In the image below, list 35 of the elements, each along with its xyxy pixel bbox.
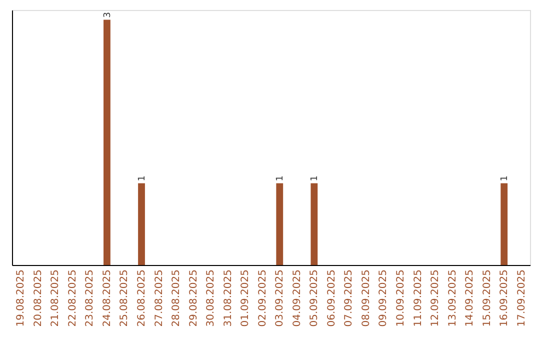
x-tick-label: 06.09.2025: [326, 270, 338, 327]
data-label: 3: [102, 12, 113, 18]
data-label: 1: [500, 176, 510, 182]
x-tick-label: 15.09.2025: [482, 270, 493, 327]
data-label: 1: [276, 176, 286, 182]
x-tick-label: 28.08.2025: [171, 270, 182, 327]
x-tick-label: 29.08.2025: [188, 270, 200, 327]
x-tick-label: 13.09.2025: [447, 270, 458, 327]
x-tick-label: 16.09.2025: [499, 270, 510, 327]
x-tick-label: 14.09.2025: [464, 270, 476, 327]
x-tick-label: 26.08.2025: [136, 270, 148, 327]
x-tick-label: 07.09.2025: [344, 270, 355, 327]
x-tick-label: 31.08.2025: [222, 270, 234, 327]
x-tick-label: 17.09.2025: [516, 270, 528, 327]
x-tick-label: 20.08.2025: [32, 270, 44, 327]
x-tick-label: 05.09.2025: [309, 270, 320, 327]
x-tick-label: 10.09.2025: [396, 270, 406, 327]
x-tick-label: 25.08.2025: [119, 270, 130, 327]
x-tick-label: 30.08.2025: [206, 270, 217, 327]
data-label: 1: [310, 176, 320, 182]
x-tick-label: 11.09.2025: [412, 270, 424, 327]
data-label: 1: [138, 176, 148, 182]
x-tick-label: 01.09.2025: [240, 270, 252, 327]
x-tick-label: 27.08.2025: [154, 270, 165, 327]
x-tick-label: 19.08.2025: [16, 270, 27, 327]
x-tick-label: 02.09.2025: [257, 270, 268, 327]
x-tick-label: 04.09.2025: [292, 270, 303, 327]
x-tick-label: 09.09.2025: [378, 270, 390, 327]
x-tick-label: 24.08.2025: [102, 270, 113, 327]
x-tick-label: 03.09.2025: [274, 270, 286, 327]
x-tick-label: 21.08.2025: [50, 270, 62, 327]
x-tick-label: 23.08.2025: [84, 270, 96, 327]
x-tick-label: 22.08.2025: [67, 270, 78, 327]
x-tick-label: 08.09.2025: [360, 270, 372, 327]
x-tick-label: 12.09.2025: [430, 270, 442, 327]
